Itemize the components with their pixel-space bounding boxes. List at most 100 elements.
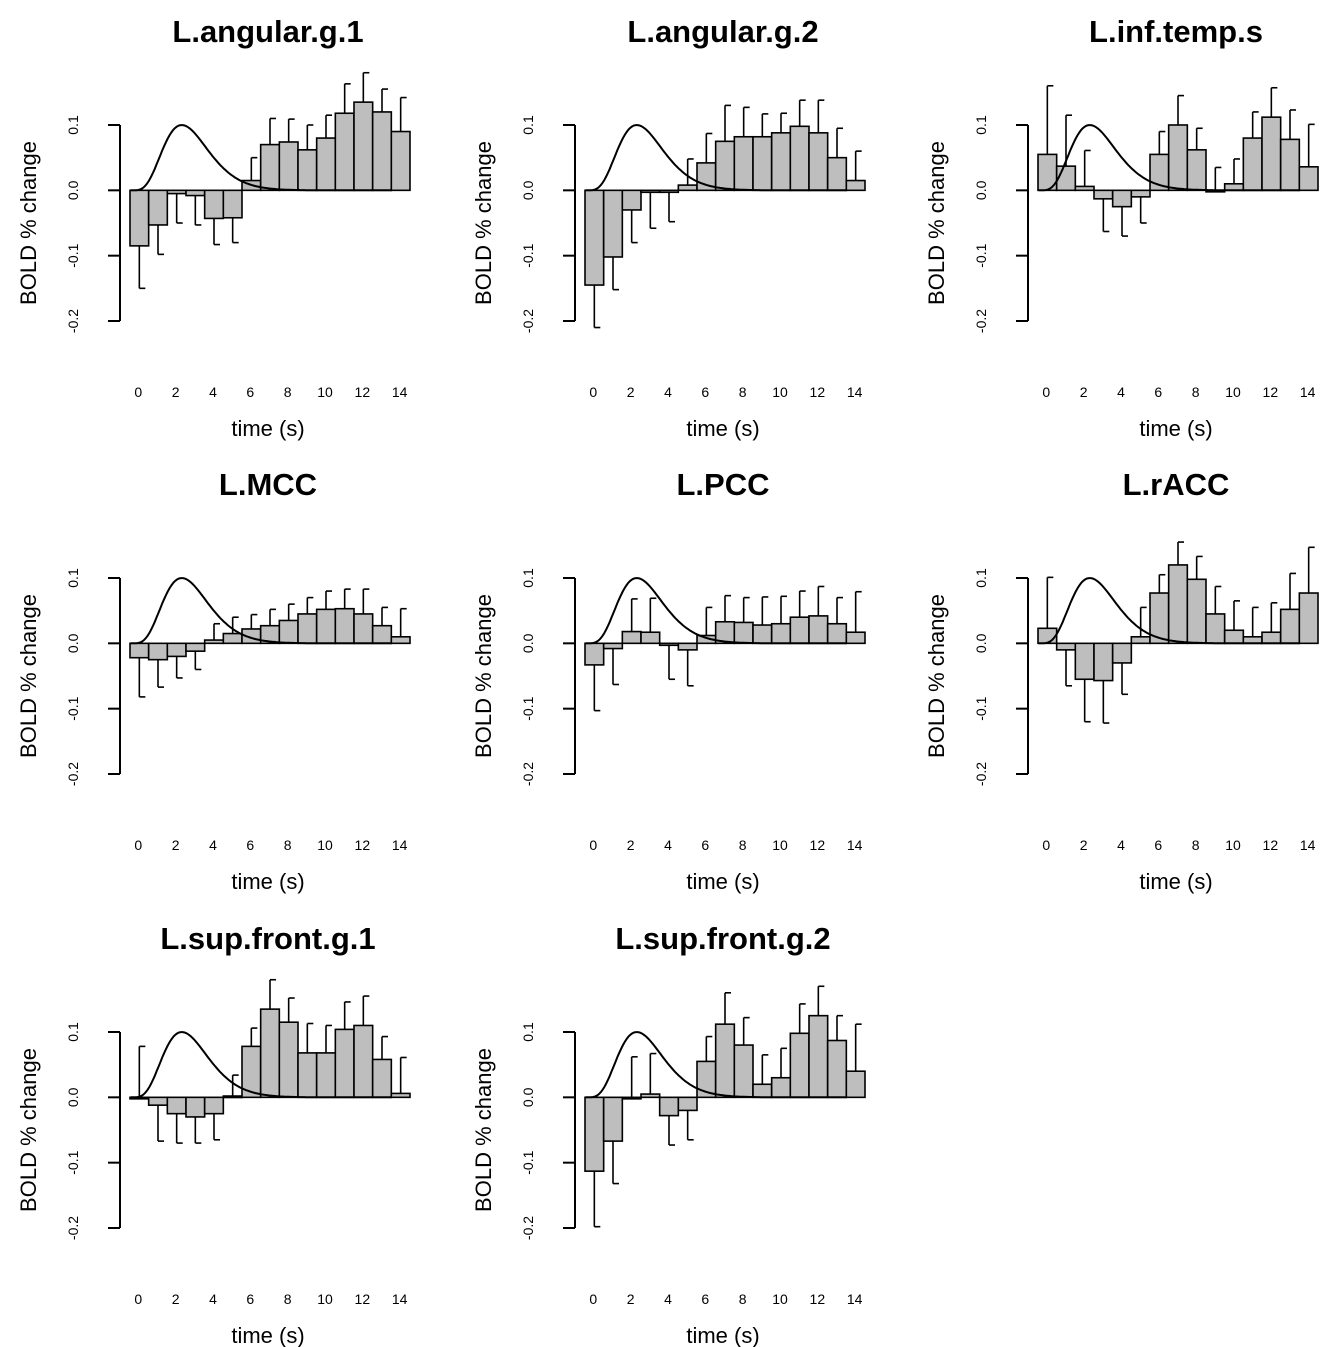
x-tick-label: 0 [589,1291,597,1307]
bar [334,112,355,192]
x-tick-label: 0 [134,1291,142,1307]
bar [1074,642,1095,681]
bar [297,149,318,192]
y-tick-label: -0.2 [520,1216,536,1240]
bar [259,1008,281,1099]
y-tick-label: 0.1 [973,568,989,588]
y-axis-label: BOLD % change [16,141,41,305]
bar [584,642,605,666]
x-tick-label: 14 [847,384,863,400]
x-tick-label: 2 [1080,837,1088,853]
bar [166,189,187,195]
bar [714,140,736,192]
bar [826,156,848,192]
panel-title: L.angular.g.2 [627,14,818,49]
bar [845,179,866,192]
y-tick-label: -0.1 [65,243,81,267]
bar [826,622,848,645]
y-axis-label: BOLD % change [16,1048,41,1212]
bar [584,1096,605,1172]
panel-3: L.inf.temp.s -0.2 -0.1 0.0 0.1 BOLD % change 0… [924,14,1319,441]
x-tick-label: 4 [209,384,217,400]
x-axis-label: time (s) [231,1323,304,1347]
x-tick-label: 14 [392,837,408,853]
y-tick-label: -0.2 [65,309,81,333]
bar [185,189,206,197]
x-tick-label: 14 [1300,384,1316,400]
y-tick-label: 0.0 [973,633,989,653]
hrf-curve [585,577,847,645]
panel-5: L.PCC -0.2 -0.1 0.0 0.1 BOLD % change 0 2 4 6 8 10 1… [471,467,866,894]
x-tick-label: 0 [1042,384,1050,400]
panel-title: L.PCC [677,467,770,502]
bar [640,631,661,645]
bar [278,141,299,192]
x-tick-label: 12 [1263,837,1279,853]
bar [203,1096,225,1115]
hrf-curve [585,1031,847,1099]
bar [1111,189,1133,208]
hrf-curve [130,1031,392,1099]
bar [353,1024,374,1099]
y-tick-label: -0.1 [520,696,536,720]
x-axis-label: time (s) [1139,869,1212,894]
bar [278,1021,299,1099]
bar [1130,636,1151,645]
x-tick-label: 10 [317,837,333,853]
bar [826,1039,848,1099]
x-tick-label: 4 [664,837,672,853]
bar [297,613,318,645]
bar [334,607,355,645]
x-tick-label: 10 [317,384,333,400]
x-tick-label: 6 [701,384,709,400]
bar [1093,189,1114,200]
x-axis-label: time (s) [231,869,304,894]
y-tick-label: 0.0 [520,633,536,653]
bar [1186,578,1207,645]
panel-title: L.sup.front.g.2 [615,921,830,956]
bar [845,631,866,645]
y-axis-label: BOLD % change [471,141,496,305]
y-tick-label: -0.1 [65,1150,81,1174]
bar [602,189,624,258]
x-tick-label: 6 [701,1291,709,1307]
bar [1055,165,1077,192]
y-tick-label: -0.1 [520,243,536,267]
x-tick-label: 4 [1117,384,1125,400]
x-tick-label: 4 [209,837,217,853]
bar [147,1096,169,1106]
x-tick-label: 6 [1154,837,1162,853]
x-tick-label: 4 [664,384,672,400]
bar [203,639,225,645]
bar [1111,642,1133,664]
bar [1130,189,1151,198]
bar [166,642,187,658]
bar [371,111,393,192]
bar [1261,631,1282,645]
y-tick-label: 0.1 [65,1022,81,1042]
bar [602,1096,624,1142]
bar [714,1023,736,1099]
panel-title: L.sup.front.g.1 [160,921,375,956]
y-tick-label: -0.1 [973,243,989,267]
y-tick-label: 0.0 [65,1087,81,1107]
x-tick-label: 14 [847,837,863,853]
bar [770,622,792,645]
bar [640,1093,661,1099]
panel-title: L.rACC [1123,467,1230,502]
bar [733,1044,754,1099]
bar [1242,137,1263,192]
panel-7: L.sup.front.g.1 -0.2 -0.1 0.0 0.1 BOLD % chan… [16,921,411,1347]
x-tick-label: 0 [134,384,142,400]
x-tick-label: 10 [772,837,788,853]
bar [1167,564,1189,645]
x-tick-label: 6 [1154,384,1162,400]
x-tick-label: 10 [317,1291,333,1307]
y-tick-label: 0.0 [65,180,81,200]
bar [390,130,411,192]
y-axis-label: BOLD % change [16,594,41,758]
x-tick-label: 2 [1080,384,1088,400]
bar [222,189,243,219]
bar [166,1096,187,1115]
